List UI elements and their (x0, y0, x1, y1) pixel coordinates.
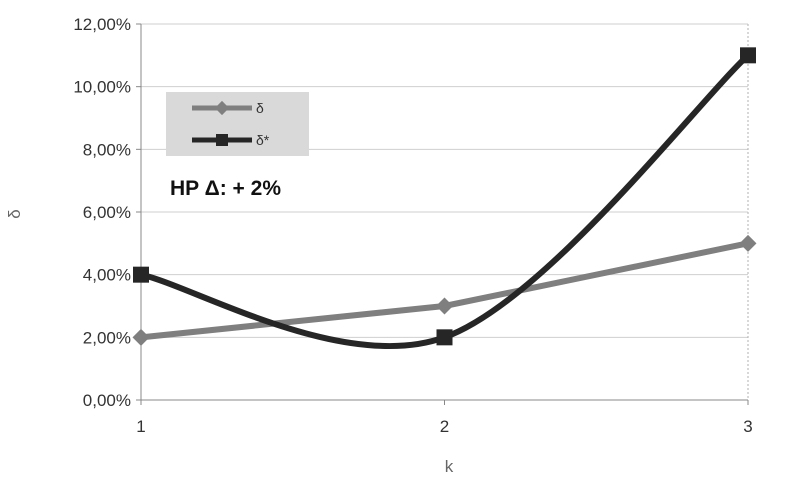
gridlines (136, 23, 748, 401)
y-tick-label: 2,00% (83, 328, 131, 347)
series-0-point (132, 328, 150, 346)
x-tick-labels: 1 2 3 (136, 417, 752, 436)
annotation-hp-delta: HP Δ: + 2% (170, 177, 281, 200)
series-0-point (436, 297, 453, 315)
y-tick-label: 4,00% (83, 266, 131, 285)
y-tick-labels: 0,00% 2,00% 4,00% 6,00% 8,00% 10,00% 12,00% (73, 15, 131, 410)
series-1-point (436, 329, 453, 346)
legend-marker-delta-star (216, 134, 228, 146)
x-tick-label: 1 (136, 417, 145, 436)
series-0-point (739, 234, 757, 252)
x-tick-label: 3 (743, 417, 752, 436)
y-tick-label: 10,00% (73, 78, 131, 97)
y-tick-label: 8,00% (83, 140, 131, 159)
series-line-0 (138, 240, 751, 341)
series-1-point (133, 266, 149, 283)
y-axis-title: δ (5, 209, 24, 218)
legend-label-delta: δ (256, 100, 264, 116)
x-axis-title: k (445, 457, 454, 476)
y-tick-label: 0,00% (83, 391, 131, 410)
series-1-point (740, 47, 756, 64)
legend: δ δ* (166, 92, 309, 156)
legend-box (166, 92, 309, 156)
y-tick-label: 12,00% (73, 15, 131, 34)
y-tick-label: 6,00% (83, 203, 131, 222)
x-tick-label: 2 (440, 417, 449, 436)
axes (140, 24, 749, 405)
legend-label-delta-star: δ* (256, 132, 270, 148)
series-layer (132, 47, 757, 350)
